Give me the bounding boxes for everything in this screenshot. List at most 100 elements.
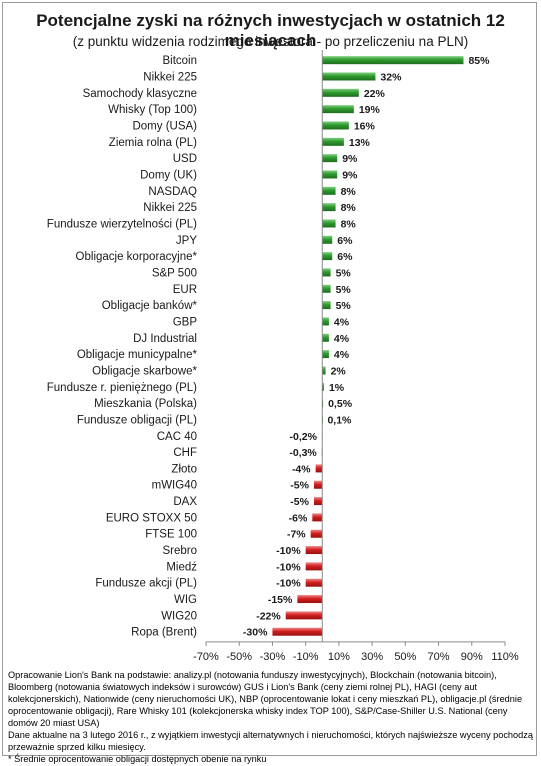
data-label: 85% — [468, 55, 490, 67]
data-label: -6% — [289, 512, 308, 524]
bar-positive — [322, 350, 329, 359]
category-label: Nikkei 225 — [143, 71, 197, 83]
category-label: EUR — [173, 284, 197, 296]
data-label: -30% — [243, 627, 268, 639]
category-label: Fundusze akcji (PL) — [95, 578, 197, 590]
bar-positive — [322, 252, 333, 261]
bar-positive — [322, 56, 464, 65]
category-label: Whisky (Top 100) — [108, 104, 197, 116]
bar-negative — [313, 480, 323, 489]
data-label: 32% — [380, 71, 402, 83]
bar-positive — [322, 186, 336, 195]
data-label: -10% — [276, 561, 301, 573]
bar-positive — [322, 88, 359, 97]
category-label: Obligacje skarbowe* — [92, 365, 197, 377]
source-note: Opracowanie Lion's Bank na podstawie: an… — [8, 670, 523, 728]
category-label: Miedź — [166, 561, 197, 573]
category-label: WIG20 — [161, 610, 197, 622]
data-label: 22% — [364, 88, 386, 100]
x-tick-label: 10% — [328, 651, 350, 663]
chart-subtitle: (z punktu widzenia rodzimego inwestora -… — [72, 34, 469, 49]
data-label: 5% — [336, 267, 352, 279]
category-label: Obligacje banków* — [102, 300, 198, 312]
bar-positive — [322, 284, 331, 293]
bar-positive — [322, 235, 333, 244]
bar-negative — [305, 546, 323, 555]
category-label: Obligacje korporacyjne* — [76, 251, 198, 263]
data-label: -10% — [276, 545, 301, 557]
category-label: Złoto — [171, 463, 197, 475]
x-tick-label: -70% — [193, 651, 219, 663]
category-label: CHF — [173, 447, 197, 459]
bar-negative — [285, 611, 323, 620]
data-label: 9% — [342, 153, 358, 165]
category-label: Domy (UK) — [140, 169, 197, 181]
bar-negative — [310, 529, 323, 538]
category-label: NASDAQ — [148, 186, 197, 198]
bar-positive — [322, 382, 324, 391]
category-label: JPY — [176, 235, 197, 247]
data-label: -7% — [287, 529, 306, 541]
data-label: 2% — [331, 365, 347, 377]
data-label: 6% — [337, 251, 353, 263]
bar-positive — [322, 219, 336, 228]
data-label: 8% — [341, 186, 357, 198]
bar-positive — [322, 170, 338, 179]
data-label: -10% — [276, 578, 301, 590]
data-label: 4% — [334, 333, 350, 345]
x-tick-label: 70% — [428, 651, 450, 663]
bar-positive — [322, 121, 349, 130]
bar-negative — [313, 497, 323, 506]
category-label: WIG — [174, 594, 197, 606]
data-label: 8% — [341, 202, 357, 214]
category-label: Fundusze r. pieniężnego (PL) — [47, 382, 197, 394]
x-tick-label: -10% — [293, 651, 319, 663]
category-label: Srebro — [162, 545, 197, 557]
category-label: mWIG40 — [152, 480, 197, 492]
bar-negative — [272, 627, 323, 636]
data-label: 8% — [341, 218, 357, 230]
data-label: 1% — [329, 382, 345, 394]
bar-negative — [305, 578, 323, 587]
category-label: USD — [173, 153, 197, 165]
bar-positive — [322, 301, 331, 310]
chart-title: Potencjalne zyski na różnych inwestycjac… — [36, 11, 505, 50]
category-label: Samochody klasyczne — [83, 88, 197, 100]
data-label: 9% — [342, 169, 358, 181]
data-label: 5% — [336, 284, 352, 296]
bar-negative — [312, 513, 323, 522]
data-label: 4% — [334, 316, 350, 328]
category-label: Domy (USA) — [132, 120, 197, 132]
category-label: Nikkei 225 — [143, 202, 197, 214]
bar-positive — [322, 72, 376, 81]
category-label: EURO STOXX 50 — [106, 512, 197, 524]
category-label: S&P 500 — [152, 267, 197, 279]
data-label: 0,1% — [327, 414, 352, 426]
footnote: * Średnie oprocentowanie obligacji dostę… — [8, 753, 267, 764]
category-label: Fundusze wierzytelności (PL) — [47, 218, 197, 230]
category-label: CAC 40 — [157, 431, 197, 443]
category-label: Bitcoin — [162, 55, 197, 67]
data-label: -5% — [290, 496, 309, 508]
category-label: Mieszkania (Polska) — [94, 398, 197, 410]
category-label: Ziemia rolna (PL) — [109, 137, 197, 149]
data-label: 16% — [354, 120, 376, 132]
category-label: FTSE 100 — [145, 529, 197, 541]
chart-frame — [2, 2, 537, 756]
x-tick-label: 110% — [491, 651, 519, 663]
bar-positive — [322, 333, 329, 342]
bar-negative — [305, 562, 323, 571]
data-label: -4% — [292, 463, 311, 475]
bar-negative — [315, 464, 323, 473]
bar-chart: Bitcoin 85% Nikkei 225 32% Samochody klasycz… — [47, 50, 519, 663]
bar-positive — [322, 105, 354, 114]
x-tick-label: 50% — [394, 651, 416, 663]
x-tick-label: -50% — [226, 651, 252, 663]
x-tick-label: 90% — [461, 651, 483, 663]
category-label: Ropa (Brent) — [131, 627, 197, 639]
source-notes: Opracowanie Lion's Bank na podstawie: an… — [8, 670, 533, 766]
x-tick-label: -30% — [260, 651, 286, 663]
data-label: -15% — [268, 594, 293, 606]
x-tick-label: 30% — [361, 651, 383, 663]
category-label: DJ Industrial — [133, 333, 197, 345]
